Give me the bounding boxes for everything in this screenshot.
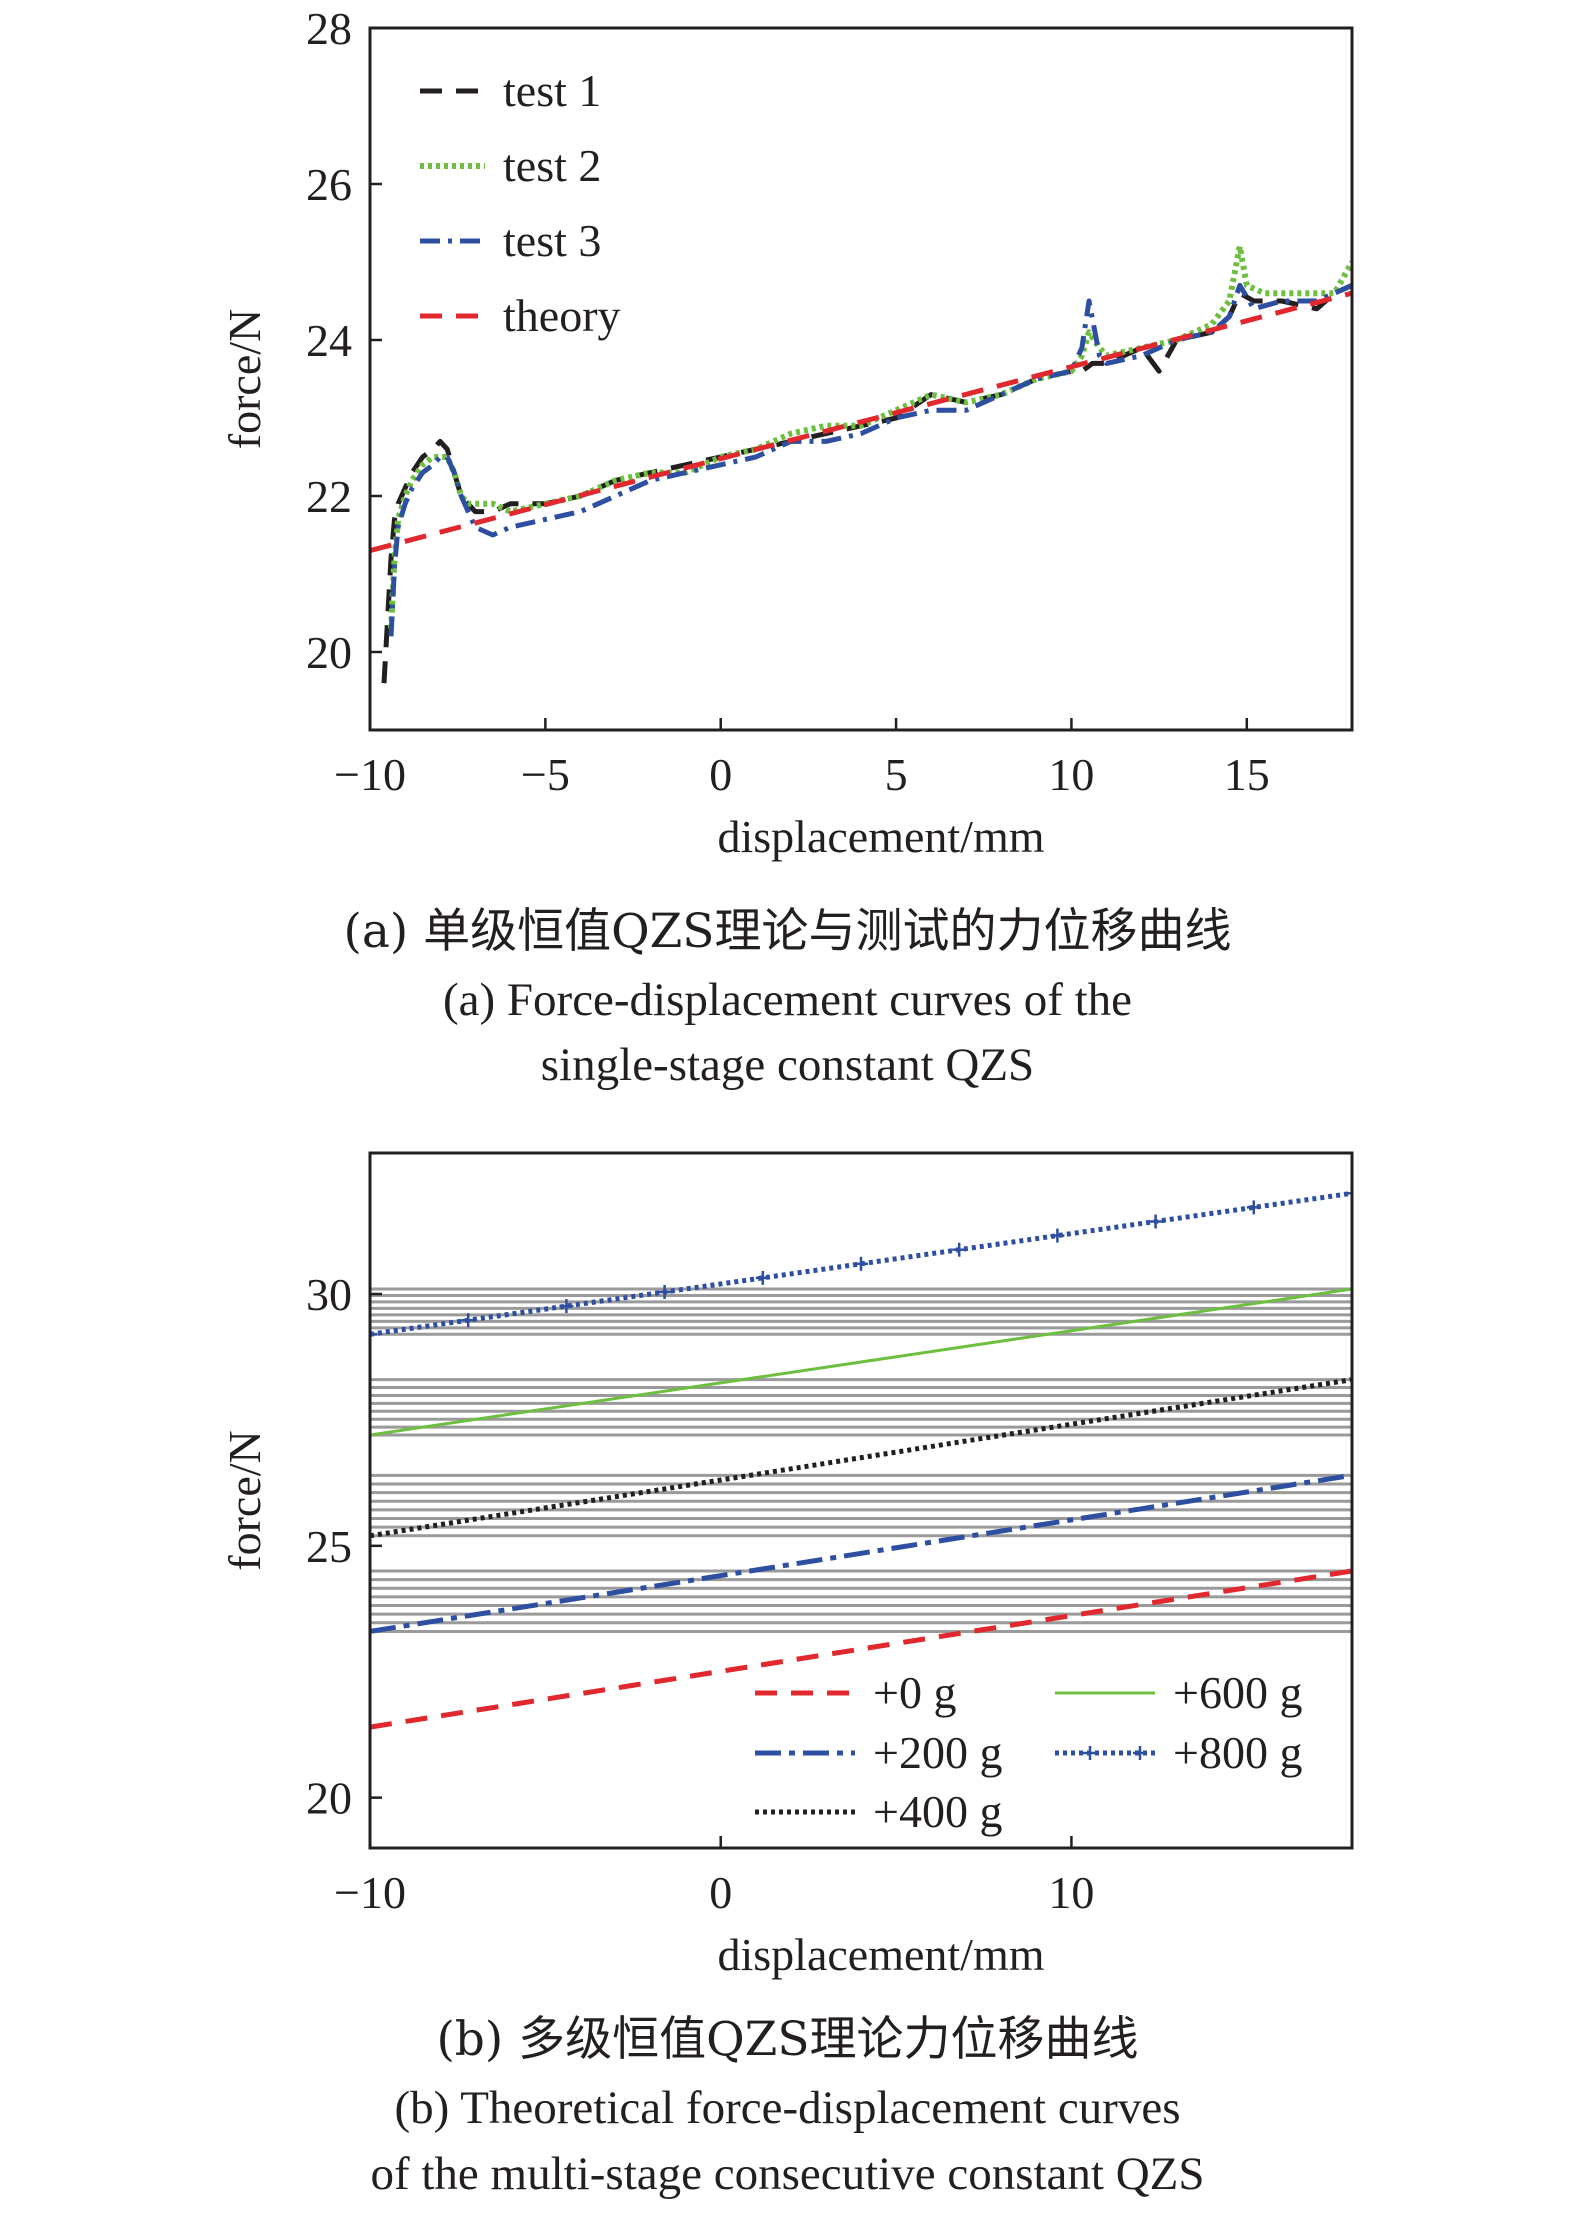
y-tick-label: 26	[306, 159, 352, 210]
plot-area	[370, 1186, 1352, 1730]
chart-panel-b: −10 0 10 20 25 30 displacement/mm force/N +0 g +2…	[0, 1110, 1575, 2218]
legend-label: +800 g	[1173, 1727, 1302, 1778]
x-tick-label: 5	[885, 749, 908, 800]
series-line	[370, 1568, 1352, 1730]
plot-frame	[368, 26, 1354, 732]
x-tick-label: −5	[521, 749, 570, 800]
series-line	[370, 1287, 1352, 1437]
x-tick-label: 15	[1224, 749, 1270, 800]
plot-frame	[368, 1151, 1354, 1850]
y-tick-label: 24	[306, 315, 352, 366]
chart-b-svg: −10 0 10 20 25 30 displacement/mm force/N +0 g +2…	[219, 1151, 1354, 1980]
caption-a-english-line-1: (a) Force-displacement curves of the	[442, 974, 1133, 1026]
series-line	[370, 290, 1352, 554]
y-axis-label: force/N	[219, 309, 270, 449]
chart-a-svg: −10 −5 0 5 10 15 20 22 24 26 28 displacement/mm forc…	[219, 3, 1354, 862]
series-line	[381, 283, 1352, 684]
legend-label: +400 g	[873, 1786, 1002, 1837]
legend-label: +0 g	[873, 1667, 956, 1718]
x-tick-label: 0	[709, 749, 732, 800]
caption-a-chinese: (a) 单级恒值QZS理论与测试的力位移曲线	[343, 904, 1232, 959]
x-tick-label: 0	[709, 1867, 732, 1918]
legend: +0 g +200 g +400 g +600 g +800 g	[755, 1667, 1302, 1837]
caption-b-chinese: (b) 多级恒值QZS理论力位移曲线	[436, 2012, 1139, 2067]
legend-label: +600 g	[1173, 1667, 1302, 1718]
x-axis-label: displacement/mm	[717, 1929, 1044, 1980]
y-tick-label: 20	[306, 627, 352, 678]
caption-b-english-line-2: of the multi-stage consecutive constant …	[370, 2148, 1205, 2200]
caption-b-english-line-1: (b) Theoretical force-displacement curve…	[394, 2082, 1181, 2134]
legend-label: theory	[503, 290, 621, 341]
x-axis-label: displacement/mm	[717, 811, 1044, 862]
legend-label: test 3	[503, 215, 601, 266]
series-line	[388, 282, 1352, 637]
legend-label: test 1	[503, 65, 601, 116]
y-axis-label: force/N	[219, 1430, 270, 1570]
y-tick-label: 25	[306, 1521, 352, 1572]
x-tick-label: −10	[334, 749, 406, 800]
x-tick-label: −10	[334, 1867, 406, 1918]
plot-area	[370, 243, 1352, 684]
caption-a-english-line-2: single-stage constant QZS	[540, 1039, 1035, 1091]
legend-label: test 2	[503, 140, 601, 191]
legend-label: +200 g	[873, 1727, 1002, 1778]
chart-panel-a: −10 −5 0 5 10 15 20 22 24 26 28 displacement/mm forc…	[0, 0, 1575, 1110]
series-line	[370, 1377, 1352, 1539]
legend: test 1 test 2 test 3 theory	[420, 65, 621, 341]
y-tick-label: 20	[306, 1773, 352, 1824]
series-line	[388, 243, 1352, 629]
y-tick-label: 28	[306, 3, 352, 54]
x-tick-label: 10	[1048, 1867, 1094, 1918]
y-tick-label: 22	[306, 471, 352, 522]
y-tick-label: 30	[306, 1269, 352, 1320]
x-tick-label: 10	[1048, 749, 1094, 800]
series-line	[370, 1472, 1352, 1634]
